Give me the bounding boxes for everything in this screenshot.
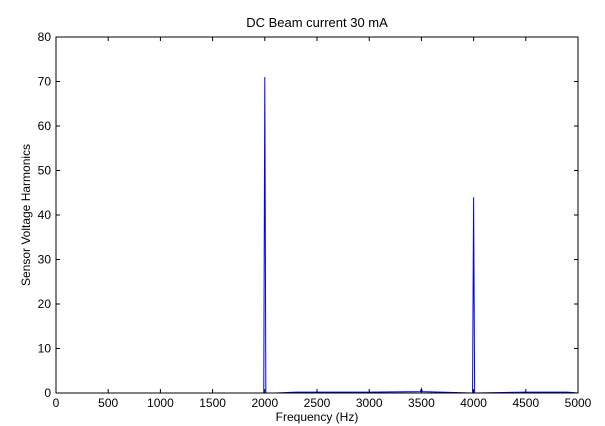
y-tick-label: 0 (44, 386, 51, 400)
y-tick-label: 80 (38, 30, 52, 44)
chart-title: DC Beam current 30 mA (246, 15, 388, 30)
x-axis-label: Frequency (Hz) (276, 410, 359, 424)
x-tick-label: 2500 (304, 396, 331, 410)
y-tick-label: 30 (38, 253, 52, 267)
x-tick-label: 1500 (199, 396, 226, 410)
x-tick-label: 3500 (408, 396, 435, 410)
x-tick-label: 5000 (565, 396, 592, 410)
x-tick-label: 4500 (512, 396, 539, 410)
y-tick-label: 40 (38, 208, 52, 222)
x-tick-label: 0 (53, 396, 60, 410)
y-tick-label: 70 (38, 75, 52, 89)
x-tick-label: 1000 (147, 396, 174, 410)
y-axis-ticks: 0 10 20 30 40 50 60 70 80 (38, 30, 578, 400)
y-tick-label: 60 (38, 119, 52, 133)
y-tick-label: 50 (38, 164, 52, 178)
y-tick-label: 10 (38, 342, 52, 356)
plot-area (56, 37, 578, 393)
y-axis-label: Sensor Voltage Harmonics (19, 144, 33, 286)
x-tick-label: 2000 (251, 396, 278, 410)
x-tick-label: 500 (98, 396, 118, 410)
x-axis-ticks: 0 500 1000 1500 2000 2500 3000 3500 4000 4500 5000 (53, 37, 592, 410)
y-tick-label: 20 (38, 297, 52, 311)
x-tick-label: 3000 (356, 396, 383, 410)
x-tick-label: 4000 (460, 396, 487, 410)
